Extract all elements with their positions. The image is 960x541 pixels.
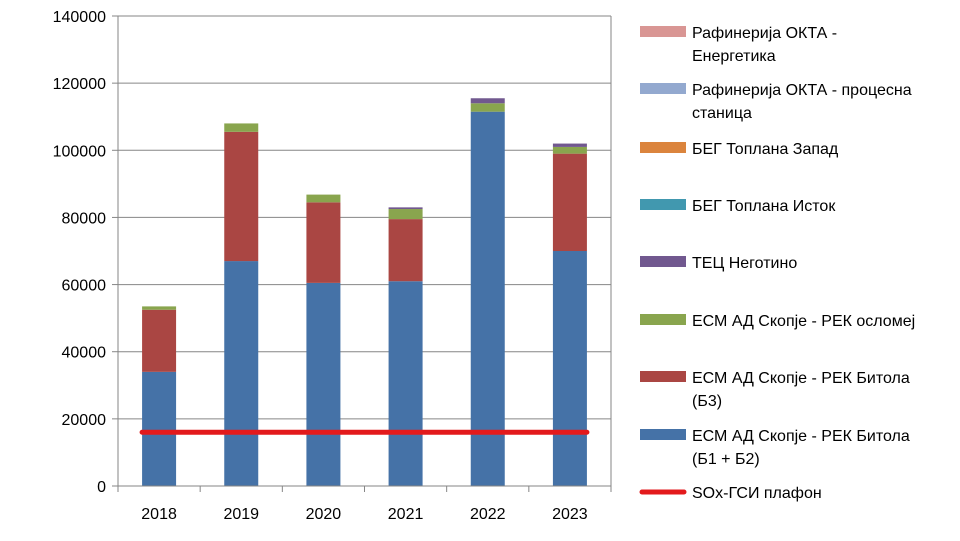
y-tick-label: 100000 (53, 143, 106, 160)
legend-swatch (640, 26, 686, 37)
legend-label: (Б1 + Б2) (692, 451, 760, 468)
bar-segment (552, 146, 587, 154)
y-tick-label: 80000 (62, 210, 107, 227)
bar-segment (388, 219, 423, 282)
legend-label: ТЕЦ Неготино (692, 255, 797, 272)
x-tick-label: 2018 (141, 506, 177, 523)
bar-segment (224, 131, 259, 262)
y-tick-label: 140000 (53, 9, 106, 26)
legend-label: Енергетика (692, 48, 776, 65)
x-axis-ticks: 2018 2019 2020 2021 2022 2023 (117, 486, 612, 523)
legend-swatch (640, 371, 686, 382)
legend-label: ЕСМ АД Скопје - РЕК Битола (692, 428, 910, 445)
legend-swatch (640, 142, 686, 153)
x-tick-label: 2020 (306, 506, 342, 523)
legend-swatch (640, 314, 686, 325)
legend-swatch (640, 256, 686, 267)
legend-label: БЕГ Топлана Запад (692, 141, 839, 158)
legend-item: БЕГ Топлана Исток (640, 198, 836, 215)
y-axis-ticks: 0 20000 40000 60000 80000 100000 120000 140000 (53, 9, 118, 496)
legend-swatch (640, 429, 686, 440)
legend-label: SOx-ГСИ плафон (692, 485, 822, 502)
bar-segment (552, 143, 587, 147)
bar-segment (306, 202, 341, 283)
bar-segment (224, 261, 259, 486)
axes (117, 16, 612, 487)
bar-segment (142, 309, 177, 372)
bar-segment (388, 209, 423, 220)
legend-label: ЕСМ АД Скопје - РЕК осломеј (692, 313, 915, 330)
bars (142, 98, 587, 486)
legend-label: Рафинерија ОКТА - процесна (692, 82, 912, 99)
bar-segment (470, 98, 505, 104)
legend-item: Рафинерија ОКТА - процесна станица (640, 82, 912, 122)
bar-segment (552, 153, 587, 251)
y-tick-label: 0 (97, 479, 106, 496)
legend-item: Рафинерија ОКТА - Енергетика (640, 25, 837, 65)
legend-swatch (640, 83, 686, 94)
legend-item: SOx-ГСИ плафон (639, 485, 822, 502)
bar-segment (306, 282, 341, 486)
bar-segment (142, 371, 177, 486)
legend-item: ЕСМ АД Скопје - РЕК осломеј (640, 313, 915, 330)
y-tick-label: 20000 (62, 412, 107, 429)
bar-segment (470, 103, 505, 112)
legend-label: (Б3) (692, 393, 722, 410)
bar-segment (388, 281, 423, 486)
y-tick-label: 60000 (62, 278, 107, 295)
x-tick-label: 2019 (223, 506, 259, 523)
legend-item: ТЕЦ Неготино (640, 255, 797, 272)
x-tick-label: 2021 (388, 506, 424, 523)
legend-item: ЕСМ АД Скопје - РЕК Битола (Б1 + Б2) (640, 428, 910, 468)
legend-label: ЕСМ АД Скопје - РЕК Битола (692, 370, 910, 387)
gridlines (118, 15, 611, 487)
legend-label: Рафинерија ОКТА - (692, 25, 837, 42)
bar-segment (470, 111, 505, 486)
legend-item: БЕГ Топлана Запад (640, 141, 839, 158)
legend-swatch (640, 199, 686, 210)
y-tick-label: 40000 (62, 345, 107, 362)
bar-segment (142, 306, 177, 310)
legend-item: ЕСМ АД Скопје - РЕК Битола (Б3) (640, 370, 910, 410)
legend-label: станица (692, 105, 752, 122)
y-tick-label: 120000 (53, 76, 106, 93)
bar-segment (552, 251, 587, 486)
bar-segment (388, 207, 423, 210)
legend-label: БЕГ Топлана Исток (692, 198, 836, 215)
bar-segment (306, 194, 341, 203)
bar-segment (224, 123, 259, 132)
x-tick-label: 2023 (552, 506, 588, 523)
x-tick-label: 2022 (470, 506, 506, 523)
